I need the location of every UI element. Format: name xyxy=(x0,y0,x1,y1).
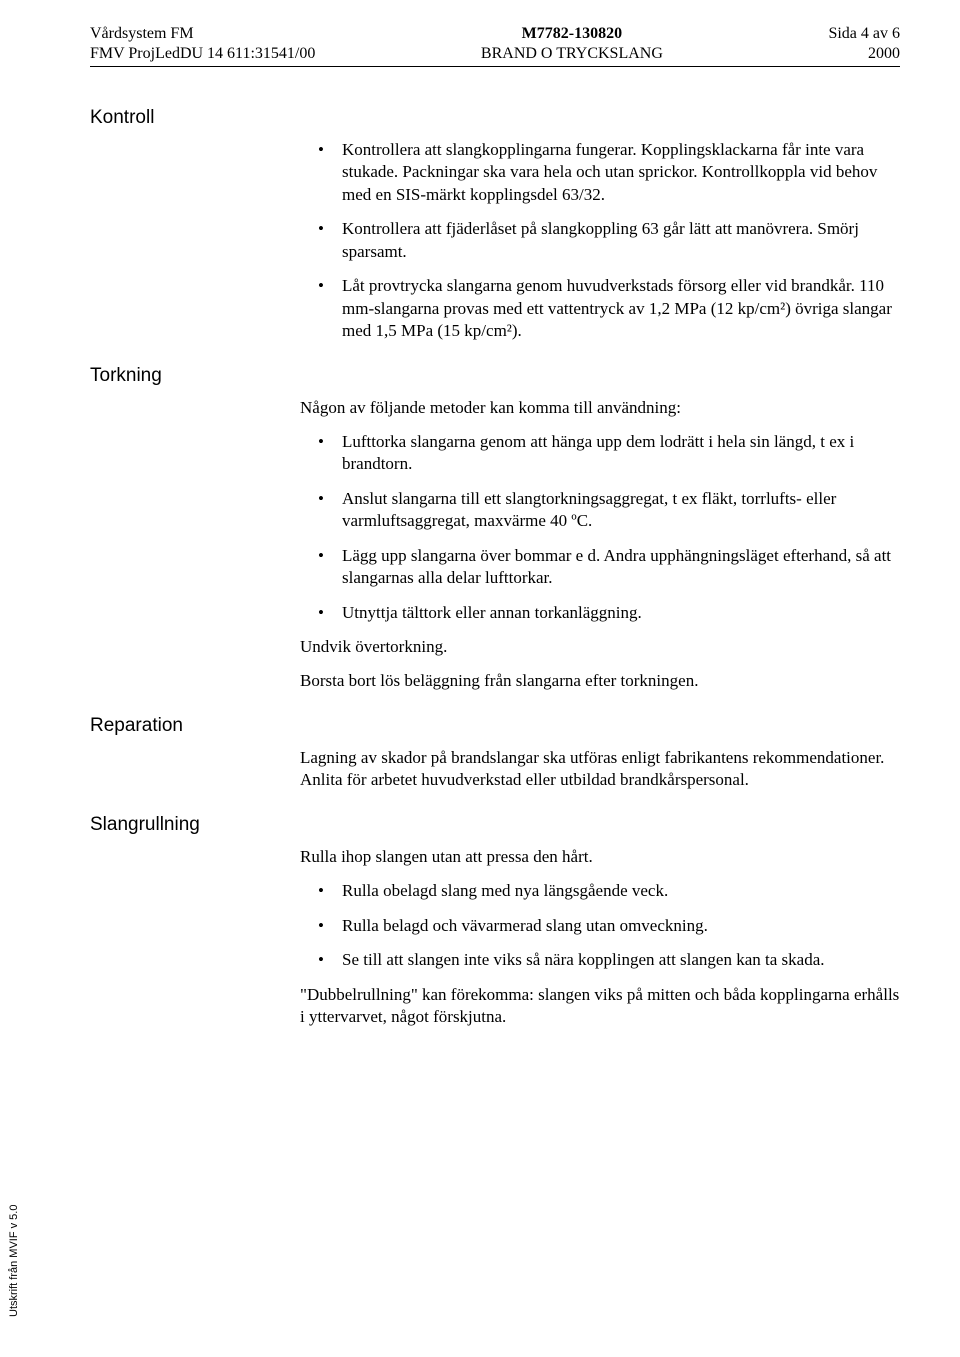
header-center-line1: M7782-130820 xyxy=(522,24,622,44)
header-right: Sida 4 av 6 2000 xyxy=(828,24,900,64)
section-reparation: Reparation Lagning av skador på brandsla… xyxy=(90,715,900,792)
header-center-line2: BRAND O TRYCKSLANG xyxy=(481,44,663,64)
bullets-torkning: Lufttorka slangarna genom att hänga upp … xyxy=(300,431,900,624)
body-reparation: Lagning av skador på brandslangar ska ut… xyxy=(300,747,900,792)
intro-slangrullning: Rulla ihop slangen utan att pressa den h… xyxy=(300,846,900,868)
bullets-slangrullning: Rulla obelagd slang med nya längsgående … xyxy=(300,880,900,971)
content: Kontroll Kontrollera att slangkopplingar… xyxy=(90,107,900,1028)
after2-torkning: Borsta bort lös beläggning från slangarn… xyxy=(300,670,900,692)
list-item: Rulla obelagd slang med nya längsgående … xyxy=(300,880,900,902)
list-item: Kontrollera att slangkopplingarna funger… xyxy=(300,139,900,206)
list-item: Utnyttja tälttork eller annan torkanlägg… xyxy=(300,602,900,624)
header-right-line1: Sida 4 av 6 xyxy=(828,24,900,44)
header-right-line2: 2000 xyxy=(868,44,900,64)
header-left: Vårdsystem FM FMV ProjLedDU 14 611:31541… xyxy=(90,24,315,64)
list-item: Låt provtrycka slangarna genom huvudverk… xyxy=(300,275,900,342)
heading-kontroll: Kontroll xyxy=(90,107,900,129)
bullets-kontroll: Kontrollera att slangkopplingarna funger… xyxy=(300,139,900,343)
section-slangrullning: Slangrullning Rulla ihop slangen utan at… xyxy=(90,814,900,1029)
section-kontroll: Kontroll Kontrollera att slangkopplingar… xyxy=(90,107,900,343)
section-torkning: Torkning Någon av följande metoder kan k… xyxy=(90,365,900,693)
body-torkning: Någon av följande metoder kan komma till… xyxy=(300,397,900,693)
header-center: M7782-130820 BRAND O TRYCKSLANG xyxy=(481,24,663,64)
body-kontroll: Kontrollera att slangkopplingarna funger… xyxy=(300,139,900,343)
list-item: Lufttorka slangarna genom att hänga upp … xyxy=(300,431,900,476)
list-item: Lägg upp slangarna över bommar e d. Andr… xyxy=(300,545,900,590)
page: Vårdsystem FM FMV ProjLedDU 14 611:31541… xyxy=(0,0,960,1357)
sidebar-note: Utskrift från MVIF v 5.0 xyxy=(8,1205,20,1317)
page-header: Vårdsystem FM FMV ProjLedDU 14 611:31541… xyxy=(90,24,900,67)
heading-torkning: Torkning xyxy=(90,365,900,387)
intro-torkning: Någon av följande metoder kan komma till… xyxy=(300,397,900,419)
para-reparation: Lagning av skador på brandslangar ska ut… xyxy=(300,747,900,792)
after1-torkning: Undvik övertorkning. xyxy=(300,636,900,658)
list-item: Anslut slangarna till ett slangtorknings… xyxy=(300,488,900,533)
body-slangrullning: Rulla ihop slangen utan att pressa den h… xyxy=(300,846,900,1029)
list-item: Rulla belagd och vävarmerad slang utan o… xyxy=(300,915,900,937)
header-left-line2: FMV ProjLedDU 14 611:31541/00 xyxy=(90,44,315,64)
heading-reparation: Reparation xyxy=(90,715,900,737)
header-left-line1: Vårdsystem FM xyxy=(90,24,315,44)
after-slangrullning: "Dubbelrullning" kan förekomma: slangen … xyxy=(300,984,900,1029)
list-item: Se till att slangen inte viks så nära ko… xyxy=(300,949,900,971)
heading-slangrullning: Slangrullning xyxy=(90,814,900,836)
list-item: Kontrollera att fjäderlåset på slangkopp… xyxy=(300,218,900,263)
